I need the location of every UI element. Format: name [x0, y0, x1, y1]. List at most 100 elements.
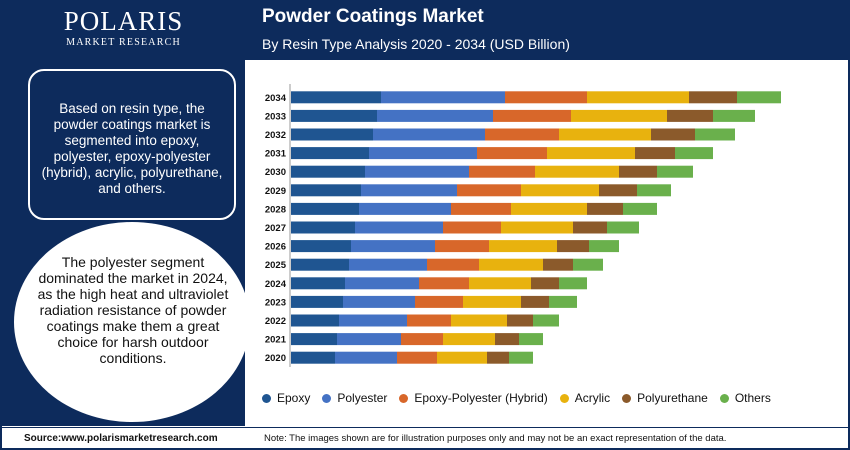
bar-segment	[493, 109, 571, 122]
legend-item: Epoxy-Polyester (Hybrid)	[399, 391, 548, 405]
legend-item: Acrylic	[559, 391, 611, 405]
bar-segment	[519, 333, 543, 346]
y-tick-label: 2024	[265, 279, 287, 290]
brand-logo: POLARIS MARKET RESEARCH	[2, 6, 245, 49]
bar-segment	[637, 184, 671, 197]
bar-segment	[469, 277, 531, 290]
bar-segment	[291, 165, 365, 178]
bar-segment	[351, 240, 435, 253]
highlight-circle: The polyester segment dominated the mark…	[14, 222, 250, 422]
bar-segment	[623, 202, 657, 215]
bar-segment	[443, 221, 501, 234]
brand-name: POLARIS	[63, 6, 184, 36]
chart-legend: Epoxy Polyester Epoxy-Polyester (Hybrid) Ac…	[262, 391, 783, 405]
bar-segment	[587, 202, 623, 215]
brand-tagline: MARKET RESEARCH	[66, 37, 181, 48]
bar-segment	[335, 351, 397, 364]
bar-segment	[507, 314, 533, 327]
legend-label: Acrylic	[574, 391, 611, 405]
bar-segment	[291, 184, 361, 197]
bar-segment	[291, 351, 335, 364]
bar-segment	[535, 165, 619, 178]
bar-segment	[369, 147, 477, 160]
bar-segment	[355, 221, 443, 234]
bar-segment	[675, 147, 713, 160]
y-tick-label: 2028	[265, 204, 286, 215]
bar-segment	[451, 202, 511, 215]
bar-segment	[557, 240, 589, 253]
bar-segment	[373, 128, 485, 141]
bar-segment	[509, 351, 533, 364]
y-tick-label: 2021	[265, 335, 287, 346]
bar-segment	[573, 221, 607, 234]
legend-item: Epoxy	[262, 391, 310, 405]
bar-segment	[501, 221, 573, 234]
bar-segment	[495, 333, 519, 346]
bar-segment	[505, 91, 587, 104]
legend-label: Epoxy	[277, 391, 311, 405]
y-tick-label: 2020	[265, 353, 286, 364]
bar-segment	[435, 240, 489, 253]
legend-swatch	[262, 393, 271, 403]
bar-segment	[291, 91, 381, 104]
bar-segment	[469, 165, 535, 178]
y-tick-label: 2026	[265, 242, 286, 253]
bar-segment	[291, 333, 337, 346]
source-text: Source:www.polarismarketresearch.com	[24, 433, 218, 444]
legend-swatch	[719, 393, 729, 403]
y-tick-label: 2034	[265, 93, 287, 104]
bar-segment	[291, 202, 359, 215]
bar-segment	[607, 221, 639, 234]
y-tick-label: 2027	[265, 223, 286, 234]
bar-segment	[521, 295, 549, 308]
bar-segment	[377, 109, 493, 122]
bar-segment	[695, 128, 735, 141]
bar-segment	[345, 277, 419, 290]
bar-segment	[407, 314, 451, 327]
bar-segment	[381, 91, 505, 104]
bar-segment	[485, 128, 559, 141]
chart-title: Powder Coatings Market	[262, 6, 484, 27]
intro-box: Based on resin type, the powder coatings…	[28, 69, 236, 220]
bar-segment	[443, 333, 495, 346]
bar-segment	[573, 258, 603, 271]
bar-segment	[657, 165, 693, 178]
legend-swatch	[622, 393, 632, 403]
bar-segment	[619, 165, 657, 178]
bar-segment	[487, 351, 509, 364]
bar-segment	[531, 277, 559, 290]
bar-segment	[359, 202, 451, 215]
bar-segment	[291, 258, 349, 271]
legend-swatch	[399, 393, 409, 403]
bar-segment	[587, 91, 689, 104]
note-text: Note: The images shown are for illustrat…	[264, 433, 727, 444]
bar-segment	[571, 109, 667, 122]
legend-swatch	[322, 393, 332, 403]
bar-segment	[547, 147, 635, 160]
legend-item: Polyester	[322, 391, 387, 405]
bar-segment	[337, 333, 401, 346]
bar-segment	[667, 109, 713, 122]
bar-segment	[635, 147, 675, 160]
bar-segment	[291, 240, 351, 253]
bar-segment	[437, 351, 487, 364]
bar-segment	[511, 202, 587, 215]
bar-segment	[365, 165, 469, 178]
bar-segment	[349, 258, 427, 271]
legend-label: Polyurethane	[637, 391, 708, 405]
chart-header	[245, 2, 848, 60]
bar-segment	[713, 109, 755, 122]
y-tick-label: 2030	[265, 167, 286, 178]
bar-segment	[291, 109, 377, 122]
y-tick-label: 2031	[265, 149, 287, 160]
bar-segment	[477, 147, 547, 160]
bar-segment	[427, 258, 479, 271]
y-tick-label: 2025	[265, 260, 287, 271]
bar-segment	[291, 277, 345, 290]
y-tick-label: 2032	[265, 130, 286, 141]
bar-segment	[291, 147, 369, 160]
legend-label: Others	[734, 391, 771, 405]
bar-segment	[651, 128, 695, 141]
bar-segment	[415, 295, 463, 308]
